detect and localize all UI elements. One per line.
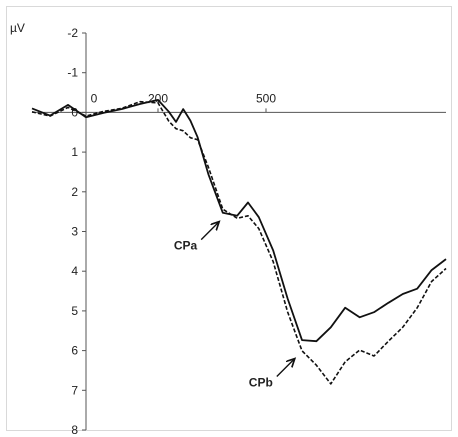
series-group [31, 99, 447, 385]
y-unit-label: µV [10, 21, 25, 35]
x-tick-label-0: 0 [91, 91, 98, 105]
y-tick-label-2: 0 [71, 105, 78, 119]
annotation-arrow-1 [276, 359, 295, 378]
annotation-arrow-0 [200, 222, 219, 241]
series-line-dashed [31, 100, 447, 385]
y-tick-label-4: 2 [71, 185, 78, 199]
y-tick-label-0: -2 [67, 26, 78, 40]
annotation-label-0: CPa [174, 239, 198, 253]
y-tick-label-8: 6 [71, 344, 78, 358]
y-tick-label-10: 8 [71, 423, 78, 437]
y-tick-label-9: 7 [71, 383, 78, 397]
chart-frame [6, 6, 452, 431]
y-tick-label-1: -1 [67, 66, 78, 80]
y-tick-label-6: 4 [71, 264, 78, 278]
y-tick-label-5: 3 [71, 225, 78, 239]
series-line-solid [31, 99, 447, 343]
y-tick-label-3: 1 [71, 145, 78, 159]
y-tick-label-7: 5 [71, 304, 78, 318]
annotation-label-1: CPb [249, 376, 273, 390]
x-tick-label-2: 500 [256, 91, 276, 105]
annotations-group: CPa CPb [174, 222, 295, 390]
